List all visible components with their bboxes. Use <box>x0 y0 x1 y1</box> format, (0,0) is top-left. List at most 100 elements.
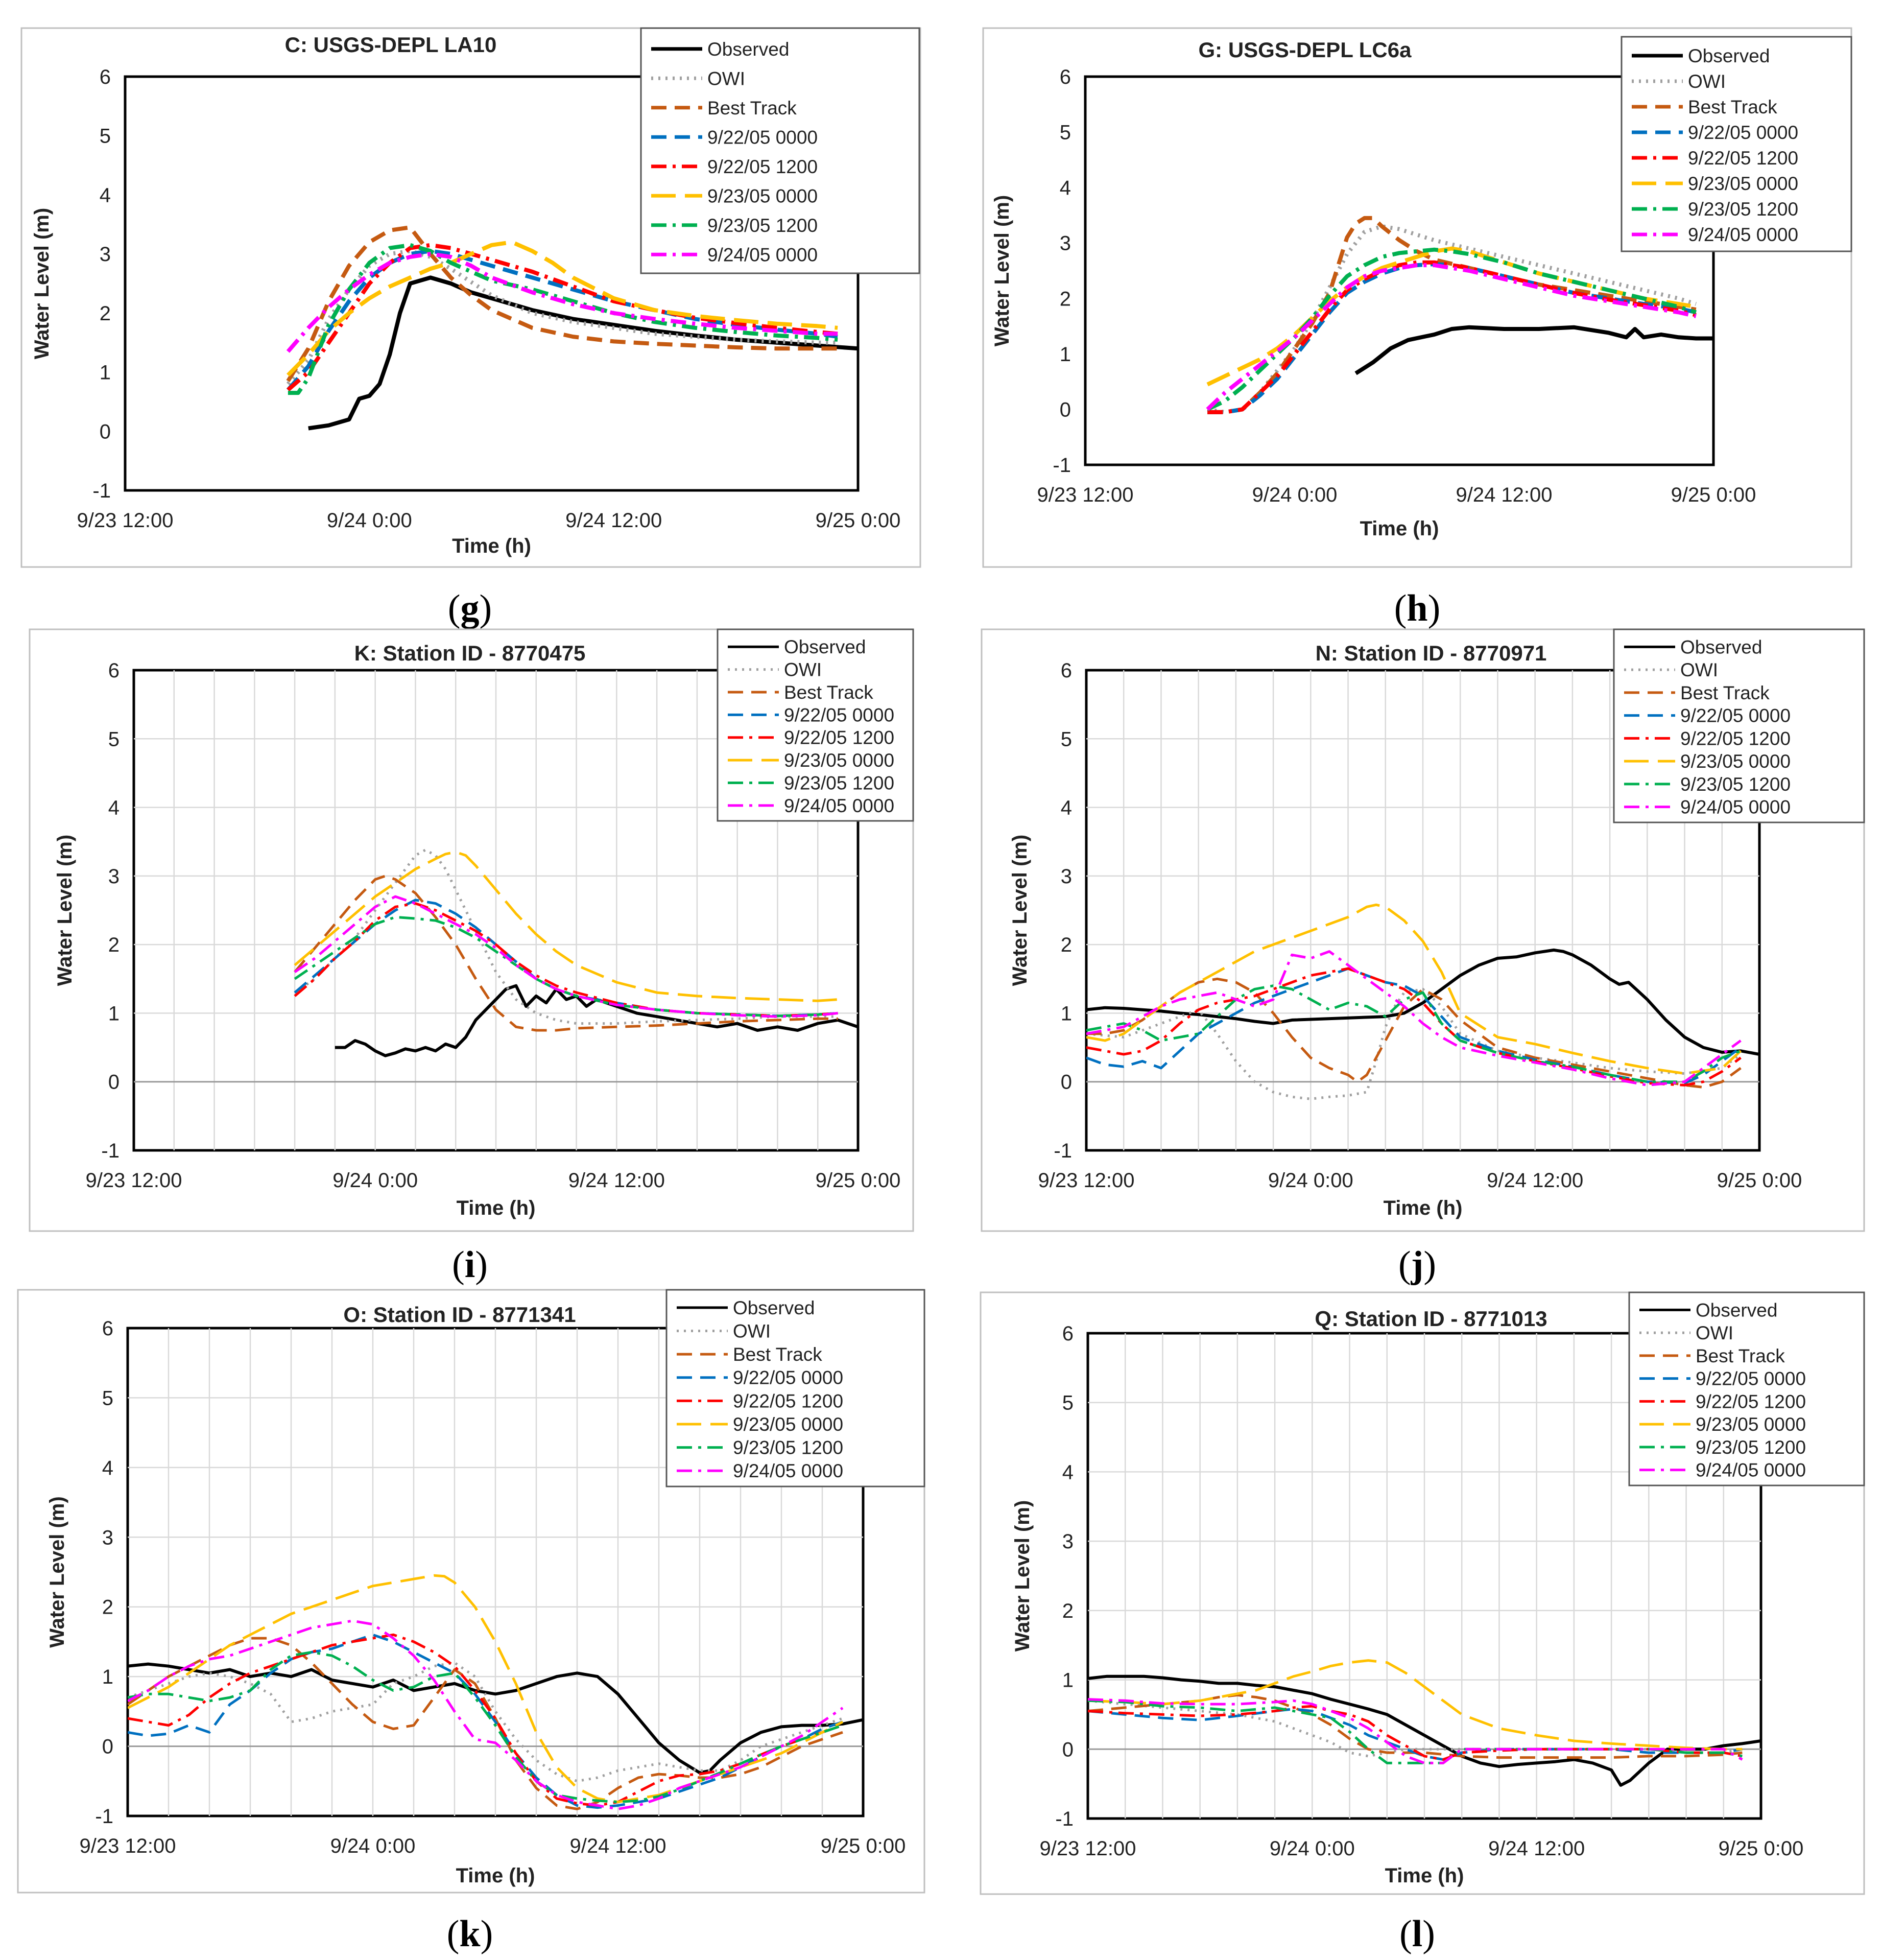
caption-part: g <box>461 587 480 629</box>
caption-part: ( <box>447 1913 460 1955</box>
x-axis-title: Time (h) <box>452 535 531 557</box>
legend-label: 9/23/05 0000 <box>733 1414 843 1435</box>
legend-box <box>1628 1291 1865 1486</box>
series-line-owi <box>128 1661 843 1783</box>
x-tick-label: 9/25 0:00 <box>1671 484 1756 506</box>
y-tick-label: 3 <box>1060 232 1071 255</box>
x-axis-title: Time (h) <box>456 1864 535 1887</box>
y-axis-title: Water Level (m) <box>991 195 1013 346</box>
series-line-9-23-05-1200 <box>1086 984 1742 1083</box>
y-tick-label: 3 <box>108 865 120 888</box>
y-tick-label: 4 <box>100 184 111 206</box>
y-axis-title: Water Level (m) <box>46 1496 68 1647</box>
chart-panel-i: -1 0 1 2 3 4 5 6 9/23 12:00 9/24 0:00 9/24 12:00 9/… <box>29 628 914 1232</box>
legend-label: 9/23/05 0000 <box>784 750 894 771</box>
caption-part: l <box>1412 1913 1423 1955</box>
series-line-9-22-05-1200 <box>1207 260 1697 414</box>
legend-label: 9/22/05 0000 <box>784 704 894 725</box>
series-line-9-23-05-1200 <box>288 243 838 395</box>
chart-panel-g: -1 0 1 2 3 4 5 6 9/23 12:00 9/24 0:00 9/24 12:00 9/… <box>20 27 921 568</box>
series-line-9-22-05-1200 <box>287 243 838 392</box>
chart-panel-k: -1 0 1 2 3 4 5 6 9/23 12:00 9/24 0:00 9/24 12:00 9/… <box>17 1289 925 1894</box>
legend-label: OWI <box>733 1320 771 1341</box>
y-tick-label: 6 <box>1060 66 1071 88</box>
legend-label: 9/22/05 0000 <box>733 1367 843 1388</box>
caption-part: h <box>1407 587 1427 629</box>
series-line-best-track <box>294 875 838 1032</box>
legend-label: 9/24/05 0000 <box>1680 797 1791 818</box>
y-tick-label: 6 <box>108 659 120 682</box>
series-line-best-track <box>286 225 838 383</box>
y-tick-label: 3 <box>100 243 111 266</box>
legend-label: 9/22/05 1200 <box>784 727 894 748</box>
x-tick-label: 9/25 0:00 <box>1717 1169 1802 1192</box>
plot-area <box>1084 75 1715 466</box>
x-tick-label: 9/23 12:00 <box>79 1835 176 1857</box>
legend-label: 9/23/05 0000 <box>1680 751 1791 772</box>
y-axis-title: Water Level (m) <box>31 208 53 359</box>
x-tick-label: 9/24 0:00 <box>1252 484 1338 506</box>
x-tick-label: 9/24 12:00 <box>569 1835 666 1857</box>
caption-part: ) <box>1423 1244 1436 1286</box>
x-tick-label: 9/23 12:00 <box>1039 1837 1136 1860</box>
y-tick-label: 0 <box>100 420 111 443</box>
legend-label: 9/23/05 1200 <box>1688 199 1798 220</box>
y-tick-label: 3 <box>102 1526 113 1549</box>
y-tick-label: -1 <box>101 1140 120 1162</box>
legend-label: 9/23/05 1200 <box>1680 774 1791 795</box>
legend-label: 9/23/05 0000 <box>707 185 818 206</box>
chart-title: K: Station ID - 8770475 <box>354 641 586 665</box>
legend-label: Best Track <box>707 98 797 119</box>
legend-label: OWI <box>1688 71 1726 92</box>
panel-caption: (k) <box>447 1913 493 1955</box>
legend-label: 9/22/05 1200 <box>1688 148 1798 169</box>
legend-label: 9/23/05 0000 <box>1688 173 1798 194</box>
panel-caption: (j) <box>1398 1244 1436 1286</box>
legend-label: OWI <box>707 68 745 89</box>
x-tick-label: 9/24 0:00 <box>1270 1837 1355 1860</box>
y-tick-label: 1 <box>1061 1002 1072 1025</box>
x-tick-label: 9/24 12:00 <box>565 509 662 532</box>
legend-label: 9/23/05 1200 <box>1696 1437 1806 1458</box>
caption-part: k <box>459 1913 481 1955</box>
x-axis-title: Time (h) <box>1360 517 1439 540</box>
series-line-9-23-05-0000 <box>1086 903 1742 1075</box>
x-tick-label: 9/23 12:00 <box>85 1169 182 1192</box>
y-tick-label: 2 <box>108 934 120 956</box>
legend-label: 9/22/05 0000 <box>707 127 818 148</box>
series-line-best-track <box>1088 1693 1743 1759</box>
caption-part: i <box>465 1244 475 1286</box>
legend-label: Observed <box>1696 1300 1777 1320</box>
series-line-9-24-05-0000 <box>128 1619 844 1810</box>
y-tick-label: -1 <box>95 1805 113 1828</box>
y-axis-title: Water Level (m) <box>1009 835 1031 986</box>
legend-label: Observed <box>1688 45 1770 66</box>
legend-label: 9/22/05 1200 <box>707 156 818 177</box>
y-tick-label: 6 <box>102 1317 113 1340</box>
y-tick-label: 2 <box>1061 934 1072 956</box>
series-line-owi <box>1086 987 1742 1100</box>
y-tick-label: 5 <box>108 728 120 750</box>
y-tick-label: 3 <box>1062 1530 1074 1553</box>
series-line-9-23-05-1200 <box>128 1650 843 1804</box>
x-axis-title: Time (h) <box>457 1197 536 1219</box>
x-tick-label: 9/25 0:00 <box>1719 1837 1804 1860</box>
caption-part: ( <box>448 587 461 629</box>
y-tick-label: -1 <box>1055 1808 1074 1830</box>
caption-part: ) <box>1428 587 1441 629</box>
legend-label: 9/24/05 0000 <box>1696 1460 1806 1481</box>
series-line-9-24-05-0000 <box>1086 950 1742 1087</box>
legend-label: Observed <box>784 636 866 657</box>
legend-label: 9/22/05 1200 <box>733 1390 843 1411</box>
series-line-9-22-05-1200 <box>128 1633 843 1807</box>
y-tick-label: -1 <box>1054 1140 1072 1162</box>
series-line-owi <box>294 848 838 1025</box>
legend-label: 9/24/05 0000 <box>1688 224 1798 245</box>
y-tick-label: 1 <box>100 362 111 384</box>
y-tick-label: 6 <box>1062 1323 1074 1345</box>
y-tick-label: -1 <box>1053 454 1071 477</box>
legend-label: 9/23/05 0000 <box>1696 1414 1806 1435</box>
legend-label: 9/22/05 1200 <box>1680 728 1791 749</box>
